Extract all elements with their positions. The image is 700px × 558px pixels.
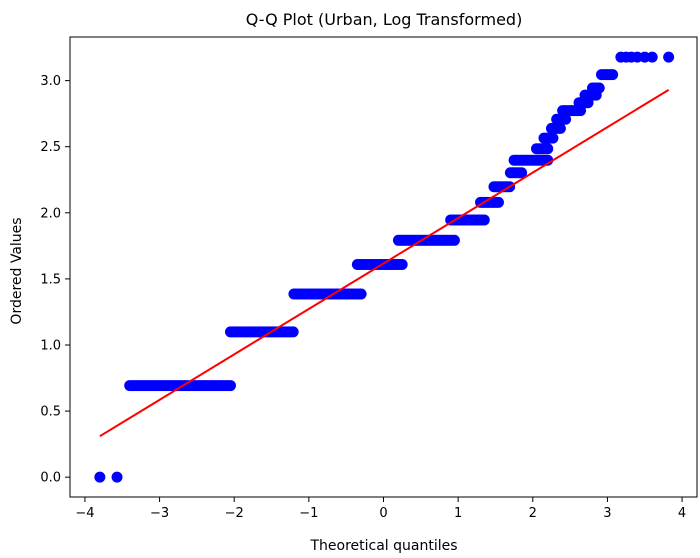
data-point bbox=[646, 51, 658, 63]
y-tick-label: 2.5 bbox=[40, 140, 61, 155]
data-point bbox=[287, 326, 299, 338]
y-tick-label: 1.5 bbox=[40, 272, 61, 287]
data-point bbox=[478, 214, 490, 226]
x-tick-label: −1 bbox=[299, 506, 318, 521]
data-point bbox=[224, 380, 236, 392]
y-tick-label: 0.0 bbox=[40, 471, 61, 486]
x-tick-label: 2 bbox=[529, 506, 537, 521]
data-point bbox=[448, 234, 460, 246]
x-axis-label: Theoretical quantiles bbox=[309, 538, 457, 554]
data-point bbox=[111, 471, 123, 483]
x-tick-label: 4 bbox=[678, 506, 686, 521]
y-tick-label: 3.0 bbox=[40, 74, 61, 89]
x-tick-label: −2 bbox=[225, 506, 244, 521]
fit-line bbox=[99, 89, 670, 438]
y-tick-label: 2.0 bbox=[40, 206, 61, 221]
data-point bbox=[516, 167, 528, 179]
data-point bbox=[396, 258, 408, 270]
data-point bbox=[542, 143, 554, 155]
x-axis-ticks: −4 −3 −2 −1 0 1 2 3 4 bbox=[75, 497, 686, 521]
data-point bbox=[547, 132, 559, 144]
data-point bbox=[94, 471, 106, 483]
y-tick-label: 1.0 bbox=[40, 338, 61, 353]
plot-area bbox=[94, 51, 675, 483]
chart-title: Q-Q Plot (Urban, Log Transformed) bbox=[246, 10, 523, 29]
reference-line-layer bbox=[99, 89, 670, 438]
data-point bbox=[492, 196, 504, 208]
data-point bbox=[607, 69, 619, 81]
data-point bbox=[560, 113, 572, 125]
y-axis-label: Ordered Values bbox=[9, 217, 25, 324]
data-point bbox=[355, 288, 367, 300]
x-tick-label: 0 bbox=[379, 506, 387, 521]
data-point bbox=[663, 51, 675, 63]
x-tick-label: 3 bbox=[603, 506, 611, 521]
data-point bbox=[554, 122, 566, 134]
data-point bbox=[593, 82, 605, 94]
x-tick-label: −4 bbox=[75, 506, 94, 521]
x-tick-label: 1 bbox=[454, 506, 462, 521]
x-tick-label: −3 bbox=[150, 506, 169, 521]
y-tick-label: 0.5 bbox=[40, 405, 61, 420]
y-axis-ticks: 0.0 0.5 1.0 1.5 2.0 2.5 3.0 bbox=[40, 74, 70, 486]
